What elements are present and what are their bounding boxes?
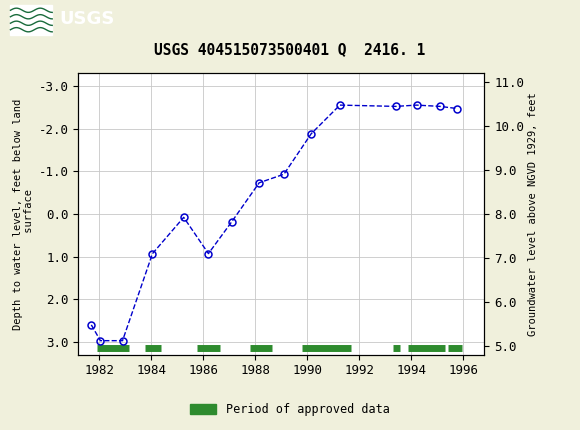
Bar (10, 5, 52, 35)
Legend: Period of approved data: Period of approved data (186, 398, 394, 421)
Text: USGS 404515073500401 Q  2416. 1: USGS 404515073500401 Q 2416. 1 (154, 42, 426, 57)
Text: USGS: USGS (59, 10, 114, 28)
Y-axis label: Groundwater level above NGVD 1929, feet: Groundwater level above NGVD 1929, feet (528, 92, 538, 336)
Y-axis label: Depth to water level, feet below land
 surface: Depth to water level, feet below land su… (13, 98, 34, 329)
